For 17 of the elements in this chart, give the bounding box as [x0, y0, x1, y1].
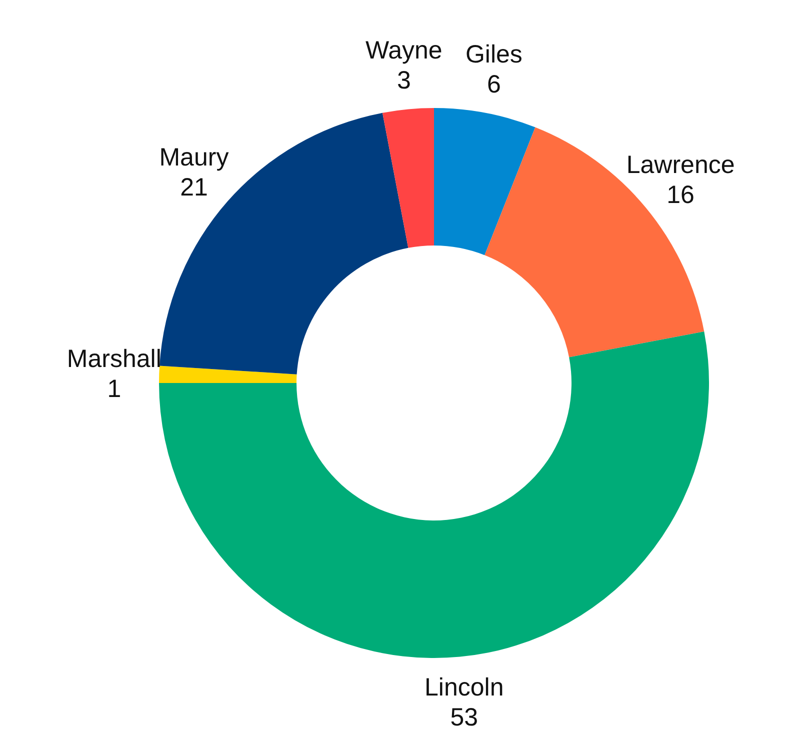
donut-slice — [159, 331, 708, 658]
donut-slice — [159, 366, 297, 383]
donut-slice — [434, 108, 536, 256]
data-label: 3 — [396, 66, 411, 94]
slice-label: Giles — [465, 40, 522, 69]
data-label: 53 — [450, 704, 478, 732]
slice-label: Lincoln — [424, 674, 504, 702]
data-label: 1 — [107, 374, 122, 403]
donut-slice — [160, 112, 408, 374]
data-label: 21 — [180, 173, 208, 202]
slice-label: Marshall — [66, 344, 162, 373]
data-label: 16 — [666, 181, 694, 210]
slice-label: Maury — [159, 143, 230, 172]
donut-slice — [382, 108, 434, 248]
slice-label: Lawrence — [626, 151, 735, 180]
data-label: 6 — [487, 70, 501, 99]
slice-label: Wayne — [365, 36, 442, 64]
